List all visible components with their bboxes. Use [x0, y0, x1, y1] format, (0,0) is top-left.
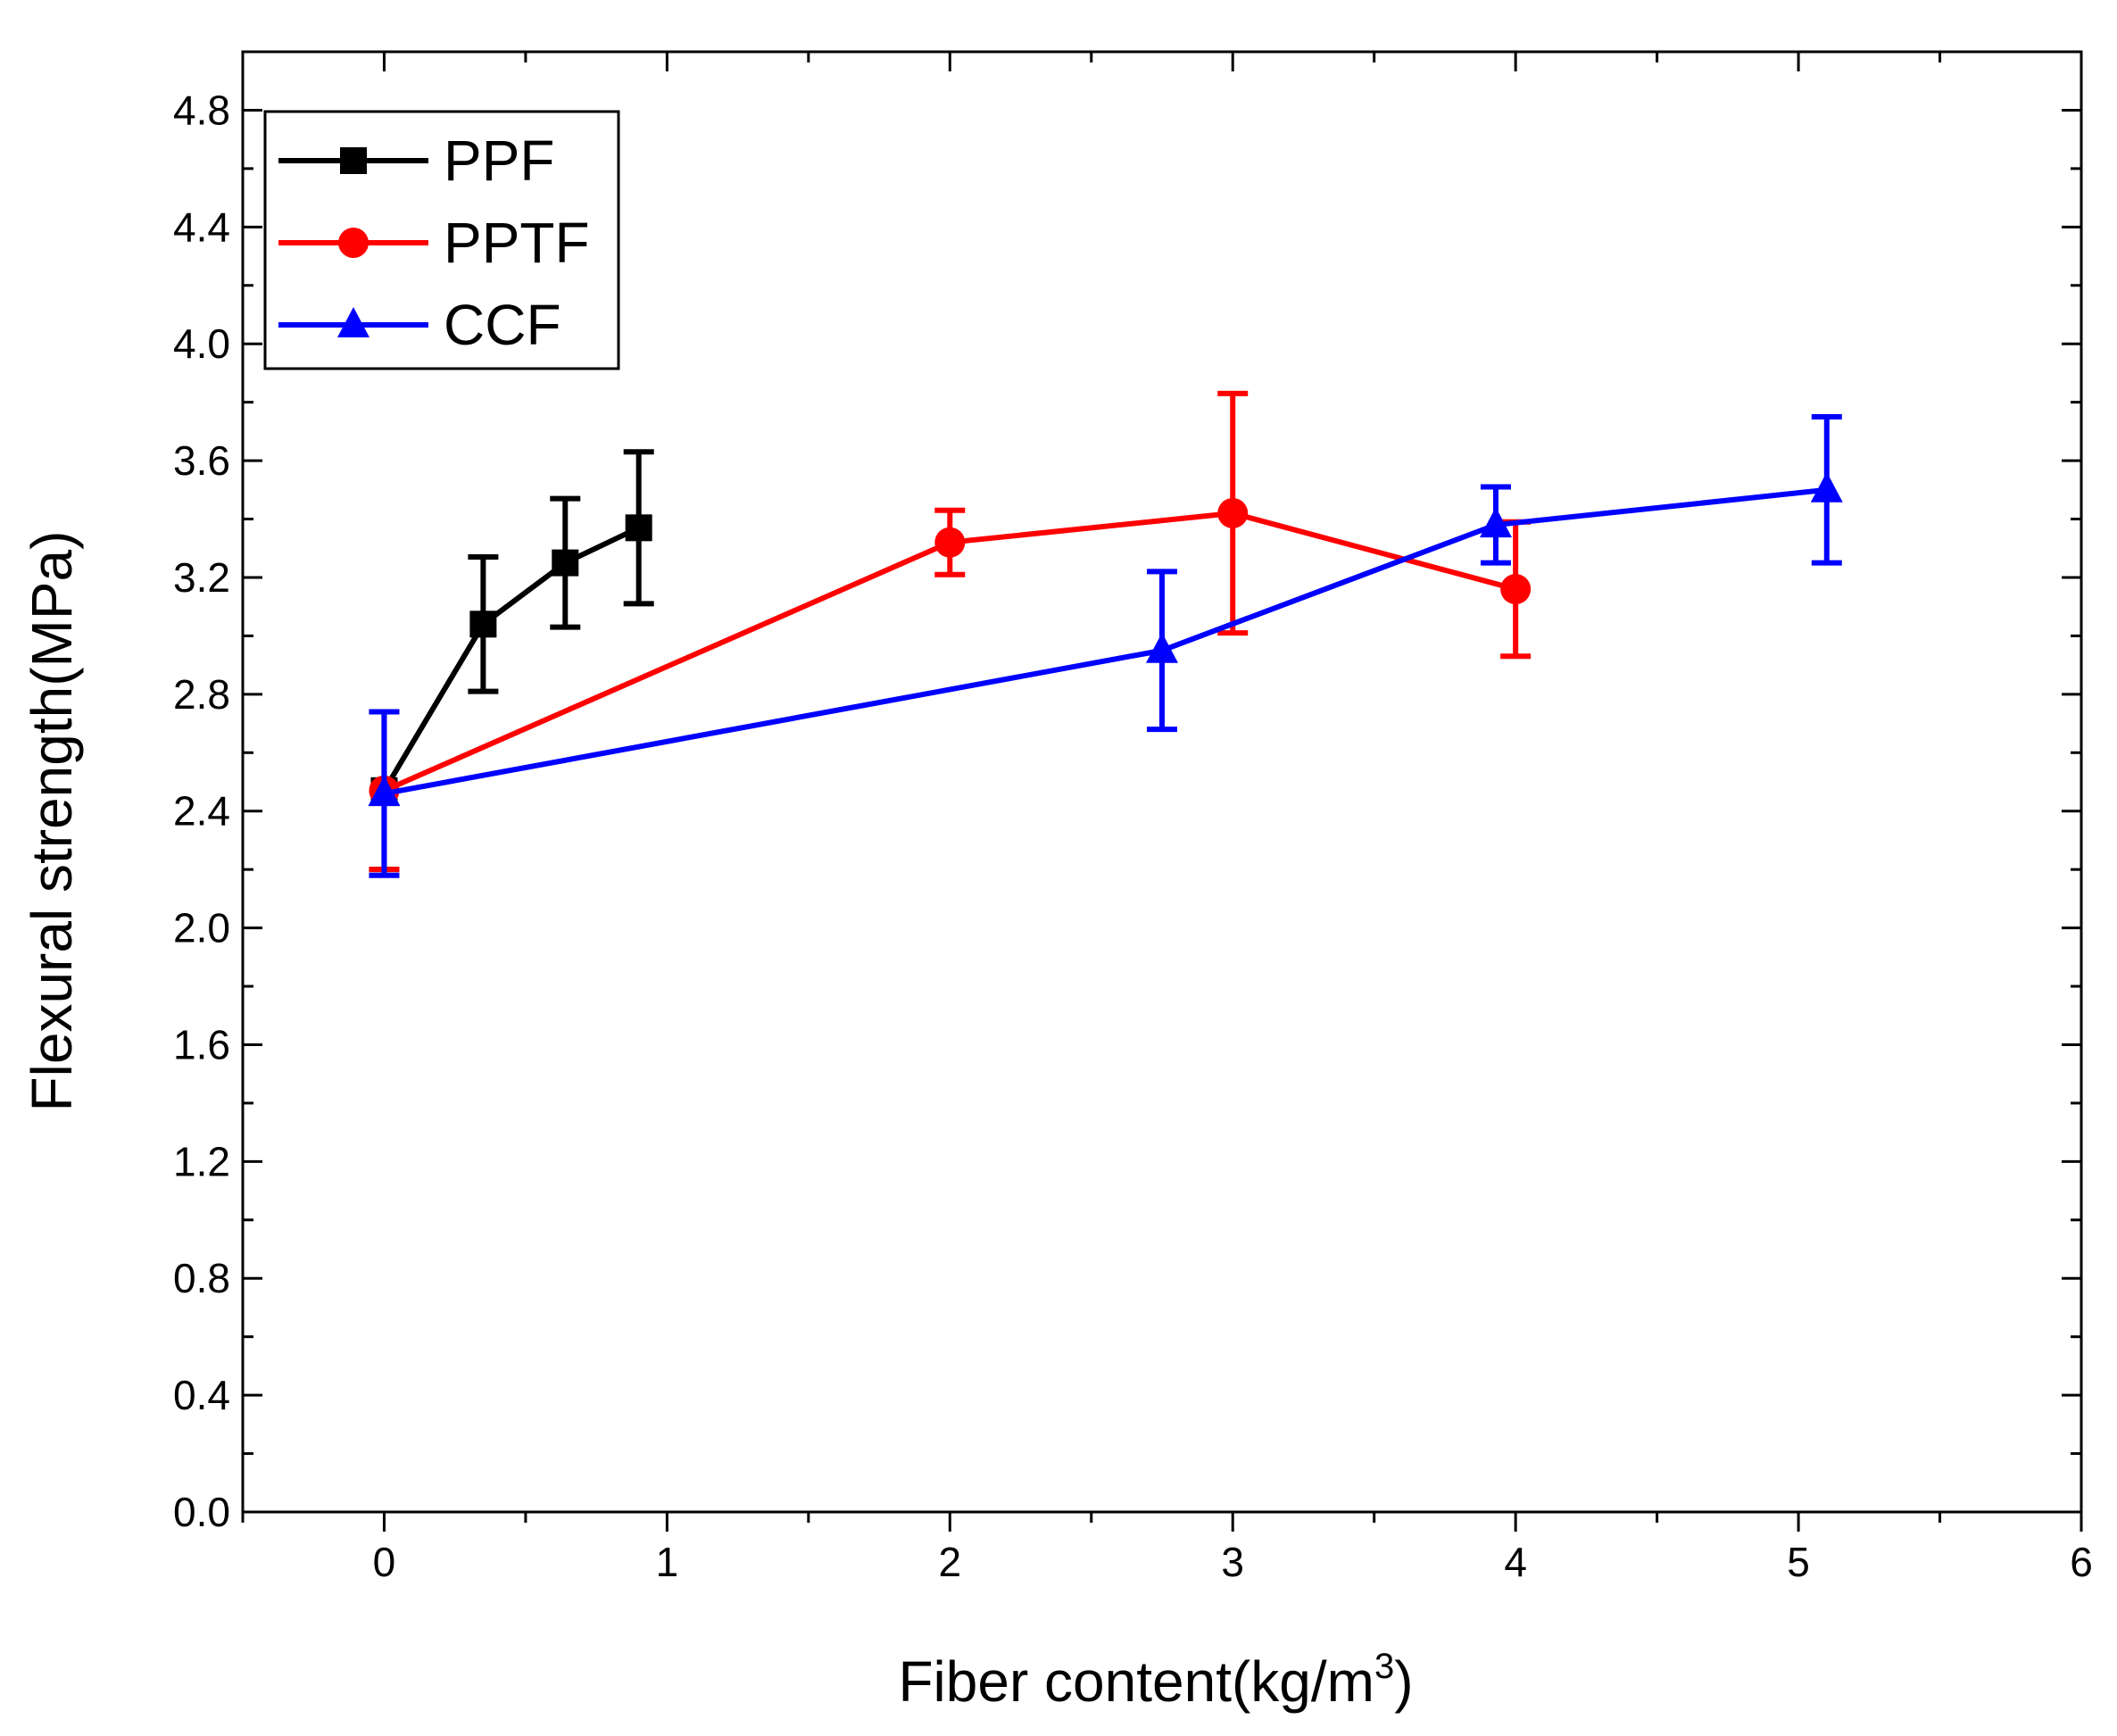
y-tick-label: 4.4 — [173, 204, 230, 250]
y-tick-label: 3.2 — [173, 554, 230, 601]
x-tick-label: 4 — [1504, 1539, 1527, 1585]
x-tick-label: 5 — [1787, 1539, 1810, 1585]
legend-label-ppf: PPF — [444, 129, 554, 193]
ccf-marker — [1479, 507, 1512, 538]
ppf-marker — [552, 549, 579, 577]
legend: PPF PPTF CCF — [263, 110, 620, 370]
legend-swatch-marker-pptf — [338, 228, 369, 258]
pptf-marker — [1500, 574, 1532, 605]
y-tick-label: 2.4 — [173, 788, 230, 835]
x-tick-label: 0 — [373, 1539, 396, 1585]
pptf-line — [383, 510, 1516, 793]
series-group — [368, 390, 1843, 878]
y-tick-label: 3.6 — [173, 437, 230, 484]
ppf-marker — [625, 514, 652, 542]
legend-swatch-marker-ppf — [340, 147, 367, 174]
plot-frame — [241, 50, 2083, 1514]
ppf-line — [381, 525, 640, 793]
y-tick-label: 4.0 — [173, 320, 230, 367]
legend-swatch-marker-ccf — [337, 307, 369, 337]
y-tick-label: 1.6 — [173, 1021, 230, 1067]
y-tick-label: 1.2 — [173, 1138, 230, 1184]
ppf-marker — [469, 611, 497, 638]
pptf-marker — [934, 527, 966, 558]
x-tick-label: 6 — [2070, 1539, 2093, 1585]
x-tick-label: 1 — [656, 1539, 679, 1585]
y-tick-label: 2.0 — [173, 905, 230, 951]
pptf-marker — [1217, 497, 1249, 528]
y-axis-title: Flexural strength(MPa) — [20, 531, 84, 1112]
legend-label-pptf: PPTF — [444, 211, 590, 275]
y-tick-label: 0.0 — [173, 1489, 230, 1535]
x-axis-title-main: Fiber content(kg/m — [898, 1649, 1374, 1714]
ccf-line — [383, 486, 1828, 797]
ccf-marker — [1810, 471, 1843, 503]
x-axis-title-superscript: 3 — [1374, 1647, 1394, 1686]
legend-label-ccf: CCF — [444, 293, 561, 357]
series-ccf — [368, 414, 1843, 878]
y-tick-label: 0.4 — [173, 1372, 230, 1418]
y-tick-label: 4.8 — [173, 87, 230, 133]
ccf-marker — [1146, 632, 1178, 663]
x-tick-label: 2 — [939, 1539, 962, 1585]
y-tick-label: 0.8 — [173, 1255, 230, 1301]
y-tick-label: 2.8 — [173, 671, 230, 718]
ccf-marker — [368, 776, 401, 807]
axis-ticks: 0.0 0.4 0.8 1.2 1.6 2.0 2.4 2.8 3.2 3.6 4.0 4.4 4.8 0… — [173, 50, 2093, 1585]
x-axis-title-close: ) — [1394, 1649, 1413, 1714]
x-axis-title: Fiber content(kg/m3) — [898, 1647, 1413, 1714]
x-tick-label: 3 — [1221, 1539, 1244, 1585]
